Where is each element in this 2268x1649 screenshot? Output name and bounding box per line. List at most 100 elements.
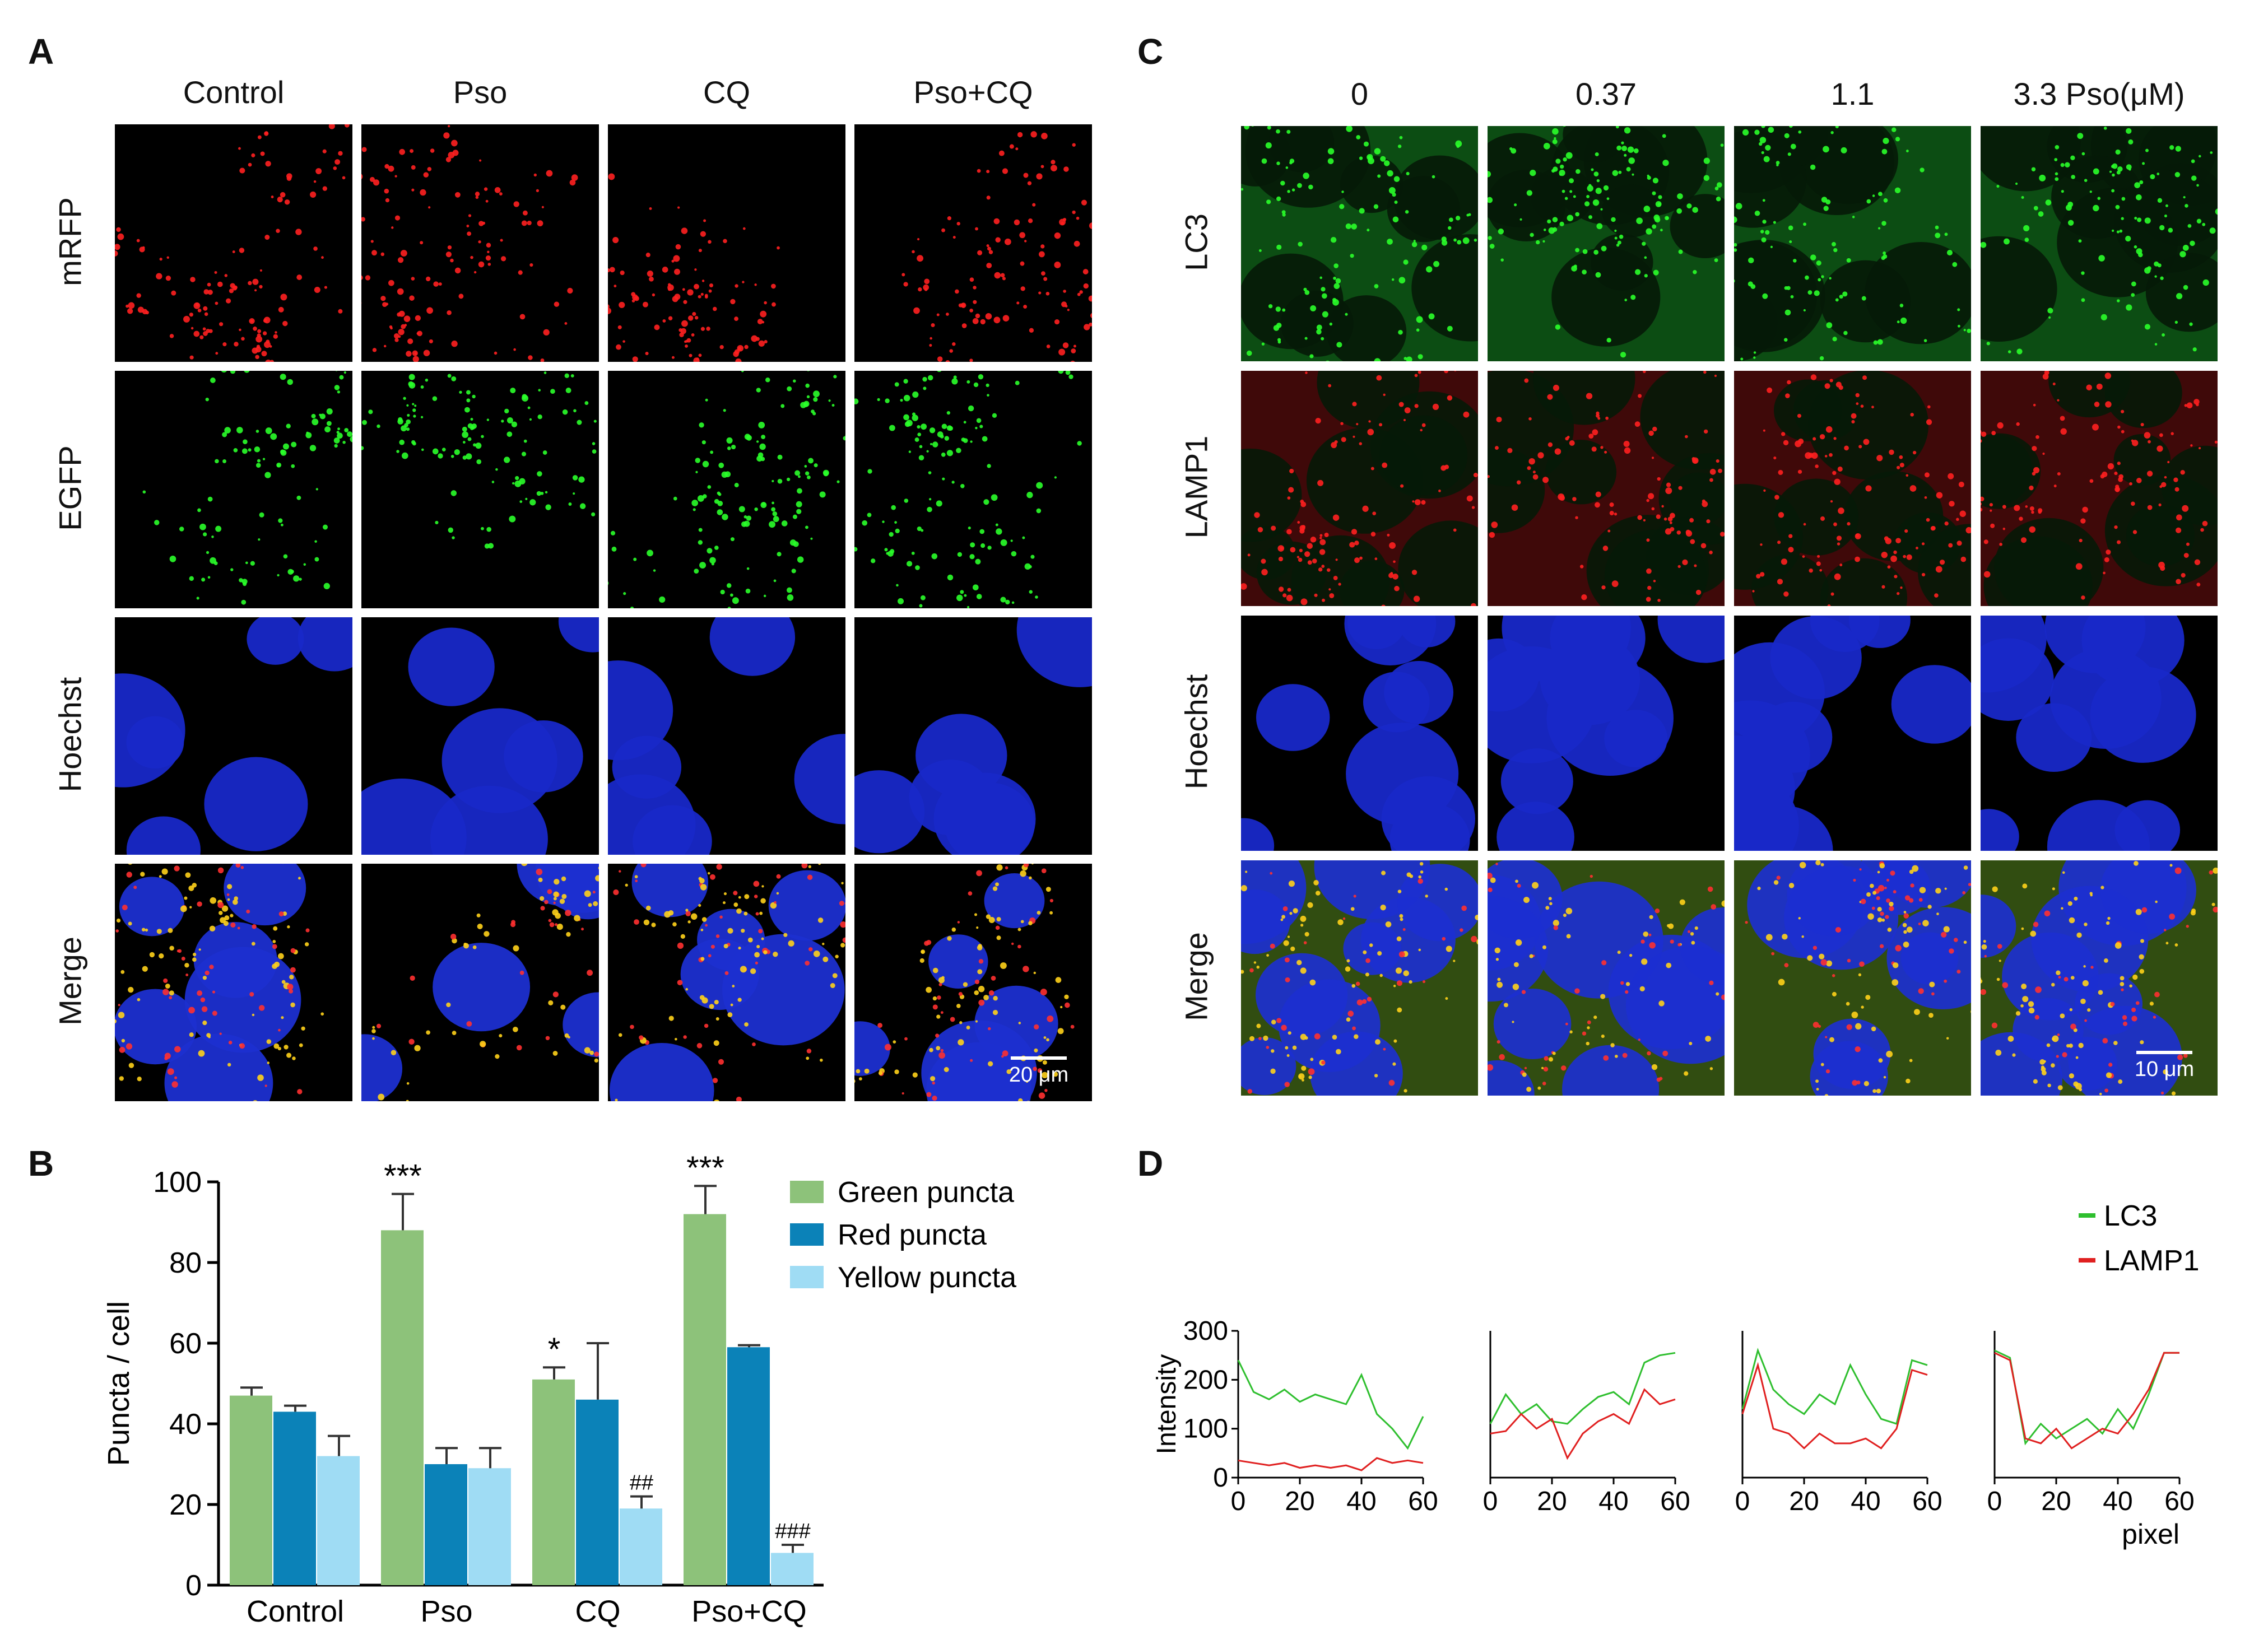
micrograph-render <box>1488 616 1725 851</box>
micrograph-image <box>1241 616 1478 851</box>
micrograph-image <box>361 864 599 1101</box>
column-label: Pso+CQ <box>913 74 1033 110</box>
micrograph-render <box>1981 126 2218 361</box>
bar <box>468 1468 511 1585</box>
micrograph-render <box>361 371 597 549</box>
scale-bar: 20 μm <box>997 1056 1081 1087</box>
x-tick-label: 60 <box>1660 1487 1690 1516</box>
micrograph-render <box>1488 126 1725 361</box>
x-tick-label: 0 <box>1483 1487 1498 1516</box>
micrograph-render <box>361 617 599 855</box>
error-bar <box>543 1366 565 1380</box>
legend-label: LC3 <box>2104 1204 2157 1232</box>
scale-bar: 10 μm <box>2122 1051 2206 1082</box>
micrograph-render <box>610 864 845 1101</box>
legend-swatch <box>790 1223 824 1246</box>
error-bar <box>435 1447 458 1464</box>
micrograph-render <box>1488 371 1725 606</box>
micrograph-image <box>1488 616 1725 851</box>
x-tick-label: 40 <box>2103 1487 2132 1516</box>
micrograph-render <box>115 124 350 362</box>
error-bar <box>738 1344 760 1348</box>
scale-bar-line <box>2136 1051 2192 1054</box>
panel-b-letter: B <box>28 1143 54 1184</box>
micrograph-image <box>1734 371 1971 606</box>
bar <box>620 1508 662 1585</box>
bar-chart-puncta: 0 20 40 60 80 100 Puncta / cell Control Pso CQ Pso… <box>102 1150 1016 1628</box>
micrograph-render <box>361 125 578 362</box>
micrograph-image <box>854 124 1092 362</box>
micrograph-image <box>361 617 599 855</box>
legend-swatch <box>790 1266 824 1288</box>
panel-d-letter: D <box>1137 1143 1164 1184</box>
micrograph-image <box>115 617 352 855</box>
micrograph-image <box>1981 860 2218 1096</box>
micrograph-render <box>1734 126 1971 361</box>
y-axis-label: Intensity <box>1154 1354 1182 1455</box>
legend-label: Red puncta <box>838 1219 987 1251</box>
y-tick-label: 300 <box>1183 1316 1228 1346</box>
x-tick-label: 60 <box>2164 1487 2194 1516</box>
legend-swatch <box>790 1181 824 1203</box>
micrograph-render <box>115 864 324 1101</box>
significance-marker: ## <box>630 1471 653 1495</box>
scale-bar-label: 20 μm <box>1008 1063 1069 1087</box>
x-tick-label: CQ <box>575 1595 621 1628</box>
bar <box>771 1553 814 1585</box>
micrograph-image <box>608 617 845 855</box>
micrograph-image <box>1981 616 2218 851</box>
y-tick-label: 80 <box>169 1247 202 1279</box>
line-lamp1 <box>1994 1352 2179 1450</box>
micrograph-render <box>1734 616 1971 851</box>
micrograph-render <box>608 173 780 362</box>
bar <box>230 1395 272 1585</box>
significance-marker: *** <box>384 1158 422 1195</box>
line-lamp1 <box>1490 1388 1676 1460</box>
y-tick-label: 0 <box>1213 1463 1228 1493</box>
x-axis-label: pixel <box>2122 1518 2179 1550</box>
x-tick-label: 20 <box>2041 1487 2071 1516</box>
micrograph-render <box>1981 616 2196 851</box>
line-lamp1 <box>1238 1457 1424 1471</box>
y-tick-label: 40 <box>169 1408 202 1441</box>
row-label: Hoechst <box>1178 674 1214 790</box>
micrograph-render <box>361 864 599 1101</box>
y-tick-label: 100 <box>153 1166 202 1199</box>
micrograph-image <box>1241 126 1478 361</box>
legend-label: Yellow puncta <box>838 1261 1016 1294</box>
error-bar <box>328 1434 350 1456</box>
line-lc3 <box>1741 1348 1928 1425</box>
micrograph-image <box>115 371 352 608</box>
bar <box>727 1347 770 1585</box>
x-tick-label: 20 <box>1285 1487 1314 1516</box>
column-label: 3.3 Pso(μM) <box>2013 76 2185 111</box>
micrograph-render <box>1981 860 2218 1096</box>
micrograph-image <box>854 371 1092 608</box>
legend-label: LAMP1 <box>2104 1245 2200 1277</box>
bar <box>273 1412 316 1585</box>
micrograph-render <box>854 371 1082 608</box>
y-tick-label: 20 <box>169 1489 202 1521</box>
scale-bar-line <box>1011 1056 1067 1060</box>
column-label: 1.1 <box>1830 76 1875 111</box>
micrograph-render <box>901 131 1092 362</box>
x-tick-label: Control <box>247 1595 344 1628</box>
micrograph-render <box>608 371 845 608</box>
scale-bar-label: 10 μm <box>2134 1058 2195 1081</box>
micrograph-render <box>1241 616 1475 851</box>
micrograph-render <box>1241 371 1478 606</box>
micrograph-image <box>1241 371 1478 606</box>
bar <box>381 1230 424 1585</box>
micrograph-render <box>115 617 352 855</box>
y-axis-label: Puncta / cell <box>102 1301 136 1466</box>
micrograph-render <box>854 864 1075 1101</box>
micrograph-image <box>1981 371 2218 606</box>
micrograph-render <box>1734 860 1971 1096</box>
panel-a-letter: A <box>28 31 54 72</box>
y-tick-label: 0 <box>185 1569 202 1602</box>
significance-marker: *** <box>686 1150 724 1186</box>
column-label: 0.37 <box>1575 76 1637 111</box>
panel-c-letter: C <box>1137 31 1164 72</box>
row-label: EGFP <box>52 445 88 531</box>
